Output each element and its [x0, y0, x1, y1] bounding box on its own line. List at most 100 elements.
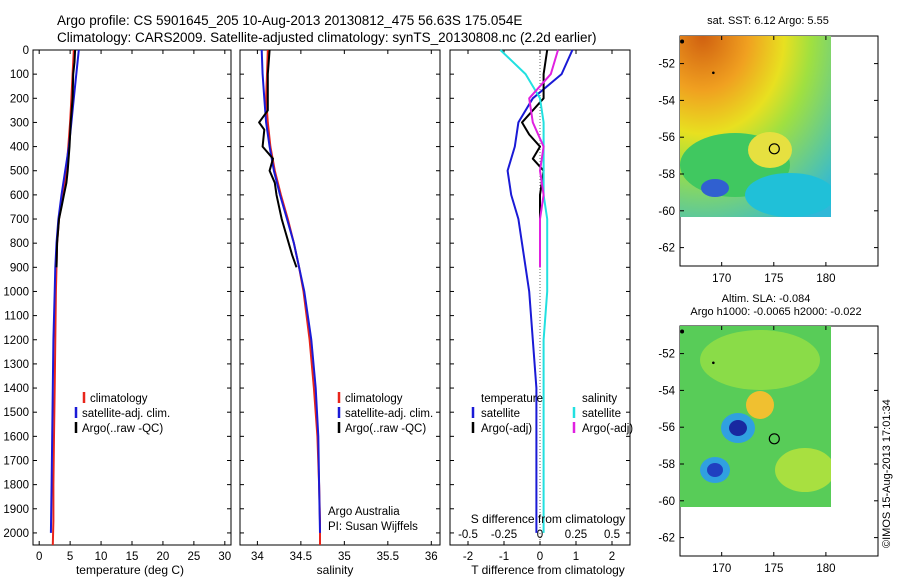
- map-corner-dot: [680, 39, 685, 44]
- salinity-series-argo: [258, 49, 298, 268]
- depth-tick-label: 1600: [3, 431, 29, 443]
- depth-tick-label: 1400: [3, 383, 29, 395]
- header-line-1: Argo profile: CS 5901645_205 10-Aug-2013…: [57, 13, 522, 28]
- map-ytick-label: -52: [658, 349, 675, 361]
- sla-patch-darkblue-1: [729, 420, 747, 436]
- salinity-xtick-label: 34.5: [290, 551, 312, 563]
- map-dot: [712, 361, 715, 365]
- salinity-series-satellite: [260, 49, 321, 533]
- legend-label-satellite: satellite-adj. clim.: [82, 408, 170, 420]
- map-corner-dot: [680, 329, 685, 334]
- map-dot: [712, 71, 715, 75]
- temperature-xtick-label: 10: [95, 551, 108, 563]
- difference-top-tick-label: -0.5: [458, 529, 478, 541]
- difference-xtick-label: -2: [463, 551, 473, 563]
- depth-tick-label: 300: [10, 117, 29, 129]
- sla-patch-yellowgreen: [775, 448, 831, 492]
- salinity-xlabel: salinity: [317, 563, 354, 577]
- salinity-series-climatology: [265, 49, 321, 545]
- sla-map-title-1: Altim. SLA: -0.084: [722, 293, 811, 305]
- map-xtick-label: 170: [712, 273, 731, 285]
- map-ytick-label: -58: [658, 459, 675, 471]
- header-line-2: Climatology: CARS2009. Satellite-adjuste…: [57, 30, 597, 45]
- depth-tick-label: 900: [10, 262, 29, 274]
- salinity-xtick-label: 35.5: [377, 551, 399, 563]
- difference-top-tick-label: 0: [537, 529, 543, 541]
- map-ytick-label: -60: [658, 206, 675, 218]
- sst-patch-blue: [701, 179, 729, 197]
- depth-tick-label: 1900: [3, 504, 29, 516]
- legend-label-argo: Argo(..raw -QC): [345, 423, 426, 435]
- depth-tick-label: 800: [10, 238, 29, 250]
- map-ytick-label: -52: [658, 59, 675, 71]
- depth-tick-label: 100: [10, 69, 29, 81]
- legend-label-temperature-satellite: satellite: [481, 408, 520, 420]
- map-ytick-label: -62: [658, 533, 675, 545]
- difference-series-sat_diff_s: [499, 49, 549, 533]
- map-xtick-label: 180: [816, 273, 835, 285]
- difference-xtick-label: -1: [499, 551, 509, 563]
- difference-xtick-label: 0: [537, 551, 543, 563]
- salinity-xtick-label: 35: [338, 551, 351, 563]
- temperature-xlabel: temperature (deg C): [76, 563, 184, 577]
- map-ytick-label: -60: [658, 496, 675, 508]
- legend-label-temperature-argo: Argo(-adj): [481, 423, 532, 435]
- temperature-xtick-label: 25: [187, 551, 200, 563]
- difference-xtick-label: 2: [609, 551, 615, 563]
- difference-xtick-label: 1: [573, 551, 579, 563]
- salinity-xtick-label: 36: [425, 551, 438, 563]
- depth-tick-label: 1100: [4, 311, 29, 323]
- difference-series-satellite: [506, 49, 574, 533]
- temperature-xtick-label: 15: [126, 551, 139, 563]
- credit-line-1: Argo Australia: [328, 506, 400, 518]
- float-position-marker: [768, 143, 780, 155]
- difference-legend: temperature satellite Argo(-adj) salinit…: [471, 393, 633, 435]
- depth-tick-label: 1800: [3, 480, 29, 492]
- map-xtick-label: 180: [816, 563, 835, 575]
- depth-tick-label: 0: [23, 45, 29, 57]
- credit-line-2: PI: Susan Wijffels: [328, 521, 418, 533]
- depth-tick-label: 2000: [3, 528, 29, 540]
- sla-map-axes: -52 -54 -56 -58 -60 -62 170 175 180: [658, 326, 878, 575]
- salinity-panel-frame: [239, 49, 441, 546]
- sla-map-title-2: Argo h1000: -0.0065 h2000: -0.022: [690, 306, 861, 318]
- depth-tick-label: 400: [10, 142, 29, 154]
- difference-top-tick-label: 0.5: [604, 529, 620, 541]
- difference-top-xlabel: S difference from climatology: [471, 512, 626, 526]
- legend-label-satellite: satellite-adj. clim.: [345, 408, 433, 420]
- legend-label-salinity-satellite: satellite: [582, 408, 621, 420]
- sla-patch-lightgreen: [700, 330, 820, 390]
- difference-top-tick-label: -0.25: [491, 529, 517, 541]
- map-ytick-label: -58: [658, 169, 675, 181]
- sla-field: [680, 326, 831, 507]
- salinity-xtick-label: 34: [251, 551, 264, 563]
- map-ytick-label: -54: [658, 385, 675, 397]
- temperature-series-satellite: [49, 49, 80, 533]
- depth-tick-label: 1200: [3, 335, 29, 347]
- map-ytick-label: -56: [658, 132, 675, 144]
- depth-tick-label: 700: [10, 214, 29, 226]
- map-xtick-label: 175: [764, 273, 783, 285]
- temperature-panel-frame: [32, 49, 232, 546]
- salinity-legend: climatology satellite-adj. clim. Argo(..…: [337, 392, 433, 435]
- sst-field: [680, 36, 831, 217]
- map-ytick-label: -62: [658, 243, 675, 255]
- temperature-xtick-label: 20: [157, 551, 170, 563]
- depth-tick-label: 500: [10, 166, 29, 178]
- sla-patch-orange: [746, 391, 774, 419]
- temperature-legend: climatology satellite-adj. clim. Argo(..…: [74, 392, 170, 435]
- temperature-xtick-label: 30: [218, 551, 231, 563]
- legend-label-climatology: climatology: [345, 393, 403, 405]
- timestamp-stamp: ©IMOS 15-Aug-2013 17:01:34: [881, 399, 893, 548]
- temperature-xtick-label: 5: [67, 551, 73, 563]
- map-ytick-label: -54: [658, 95, 675, 107]
- sst-map-title: sat. SST: 6.12 Argo: 5.55: [707, 15, 829, 27]
- difference-series-argo_diff_s: [528, 49, 559, 268]
- legend-label-salinity-argo: Argo(-adj): [582, 423, 633, 435]
- profile-plots: 0100200300400500600700800900100011001200…: [3, 45, 630, 563]
- depth-tick-label: 200: [10, 93, 29, 105]
- temperature-series-argo: [55, 49, 77, 268]
- temperature-xtick-label: 0: [36, 551, 42, 563]
- sst-map-axes: -52 -54 -56 -58 -60 -62 170 175 180: [658, 36, 878, 285]
